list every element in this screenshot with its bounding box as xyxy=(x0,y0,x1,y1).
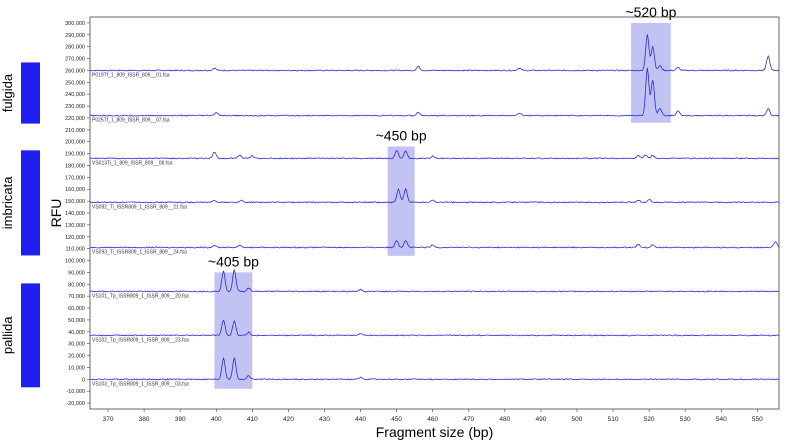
x-tick-label: 500 xyxy=(572,416,583,423)
trace-line xyxy=(89,240,780,249)
group-bar xyxy=(21,62,40,124)
x-tick-label: 410 xyxy=(247,416,258,423)
y-tick-label: 30,000 xyxy=(68,342,85,348)
trace-name-label: VS013Ti_1_809_ISSR_809__08.fsa xyxy=(92,160,173,166)
y-tick-label: 20,000 xyxy=(68,354,85,360)
y-axis-label: RFU xyxy=(48,199,64,228)
group-bar xyxy=(21,150,40,256)
group-label: fulgida xyxy=(0,73,15,112)
highlight-label: ~520 bp xyxy=(625,4,676,20)
y-tick-label: -20,000 xyxy=(66,401,85,407)
y-tick-label: 70,000 xyxy=(68,294,85,300)
x-tick-label: 510 xyxy=(608,416,619,423)
trace-line xyxy=(89,319,780,337)
y-tick-label: 80,000 xyxy=(68,282,85,288)
trace-line xyxy=(89,187,780,204)
x-axis-label: Fragment size (bp) xyxy=(376,424,493,440)
x-tick-label: 480 xyxy=(499,416,510,423)
x-tick-label: 390 xyxy=(175,416,186,423)
group-label: pallida xyxy=(0,316,15,354)
group-bar xyxy=(21,283,40,388)
y-tick-label: 90,000 xyxy=(68,270,85,276)
x-tick-label: 450 xyxy=(391,416,402,423)
group-label: imbricata xyxy=(0,176,15,230)
plot-frame xyxy=(89,16,780,410)
highlight-box xyxy=(631,22,671,123)
y-tick-label: 300,000 xyxy=(65,21,85,27)
highlight-label: ~405 bp xyxy=(208,253,259,269)
x-tick-label: 460 xyxy=(427,416,438,423)
y-tick-label: 200,000 xyxy=(65,140,85,146)
y-tick-label: 270,000 xyxy=(65,57,85,63)
y-tick-label: 130,000 xyxy=(65,223,85,229)
x-tick-label: 540 xyxy=(716,416,727,423)
trace-line xyxy=(89,356,780,381)
x-tick-label: 520 xyxy=(644,416,655,423)
y-tick-label: 110,000 xyxy=(66,247,85,253)
y-tick-label: 210,000 xyxy=(65,128,85,134)
trace-name-label: P025Tf_1_809_ISSR_809__07.fsa xyxy=(92,118,170,124)
y-tick-label: 120,000 xyxy=(65,235,85,241)
y-tick-label: 140,000 xyxy=(65,211,85,217)
x-tick-label: 550 xyxy=(752,416,763,423)
trace-line xyxy=(89,34,780,72)
y-tick-label: 170,000 xyxy=(65,175,85,181)
trace-name-label: VS092_Ti_ISSR809_1_ISSR_809__21.fsa xyxy=(92,204,187,210)
x-tick-label: 530 xyxy=(680,416,691,423)
x-tick-label: 490 xyxy=(535,416,546,423)
y-tick-label: 100,000 xyxy=(65,259,85,265)
x-tick-label: 380 xyxy=(139,416,150,423)
x-tick-label: 470 xyxy=(463,416,474,423)
trace-name-label: VS103_Tp_ISSR809_1_ISSR_809__03.fsa xyxy=(92,381,189,387)
trace-line xyxy=(89,67,780,117)
y-tick-label: 40,000 xyxy=(68,330,85,336)
y-tick-label: 0 xyxy=(82,377,85,383)
trace-line xyxy=(89,269,780,293)
y-tick-label: 180,000 xyxy=(65,163,85,169)
trace-name-label: P019Tf_1_809_ISSR_809__01.fsa xyxy=(92,72,170,78)
y-tick-label: 240,000 xyxy=(65,92,85,98)
y-tick-label: 220,000 xyxy=(65,116,85,122)
y-tick-label: 190,000 xyxy=(65,152,85,158)
highlight-label: ~450 bp xyxy=(376,127,427,143)
y-tick-label: 230,000 xyxy=(65,104,85,110)
x-tick-label: 400 xyxy=(211,416,222,423)
y-tick-label: 250,000 xyxy=(65,80,85,86)
y-tick-label: 50,000 xyxy=(68,318,85,324)
trace-name-label: VS102_Tp_ISSR809_1_ISSR_809__23.fsa xyxy=(92,337,189,343)
x-tick-label: 420 xyxy=(283,416,294,423)
y-tick-label: 160,000 xyxy=(65,187,85,193)
x-tick-label: 370 xyxy=(103,416,114,423)
x-tick-label: 430 xyxy=(319,416,330,423)
y-tick-label: 290,000 xyxy=(65,33,85,39)
y-tick-label: 150,000 xyxy=(65,199,85,205)
y-tick-label: 10,000 xyxy=(68,365,85,371)
y-tick-label: -10,000 xyxy=(66,389,85,395)
y-tick-label: 280,000 xyxy=(65,45,85,51)
y-tick-label: 60,000 xyxy=(68,306,85,312)
highlight-box xyxy=(387,146,415,256)
y-tick-label: 260,000 xyxy=(65,68,85,74)
trace-line xyxy=(89,150,780,160)
trace-name-label: VS093_Ti_ISSR809_1_ISSR_809__24.fsa xyxy=(92,249,187,255)
trace-name-label: VS101_Tp_ISSR809_1_ISSR_809__20.fsa xyxy=(92,293,189,299)
x-tick-label: 440 xyxy=(355,416,366,423)
